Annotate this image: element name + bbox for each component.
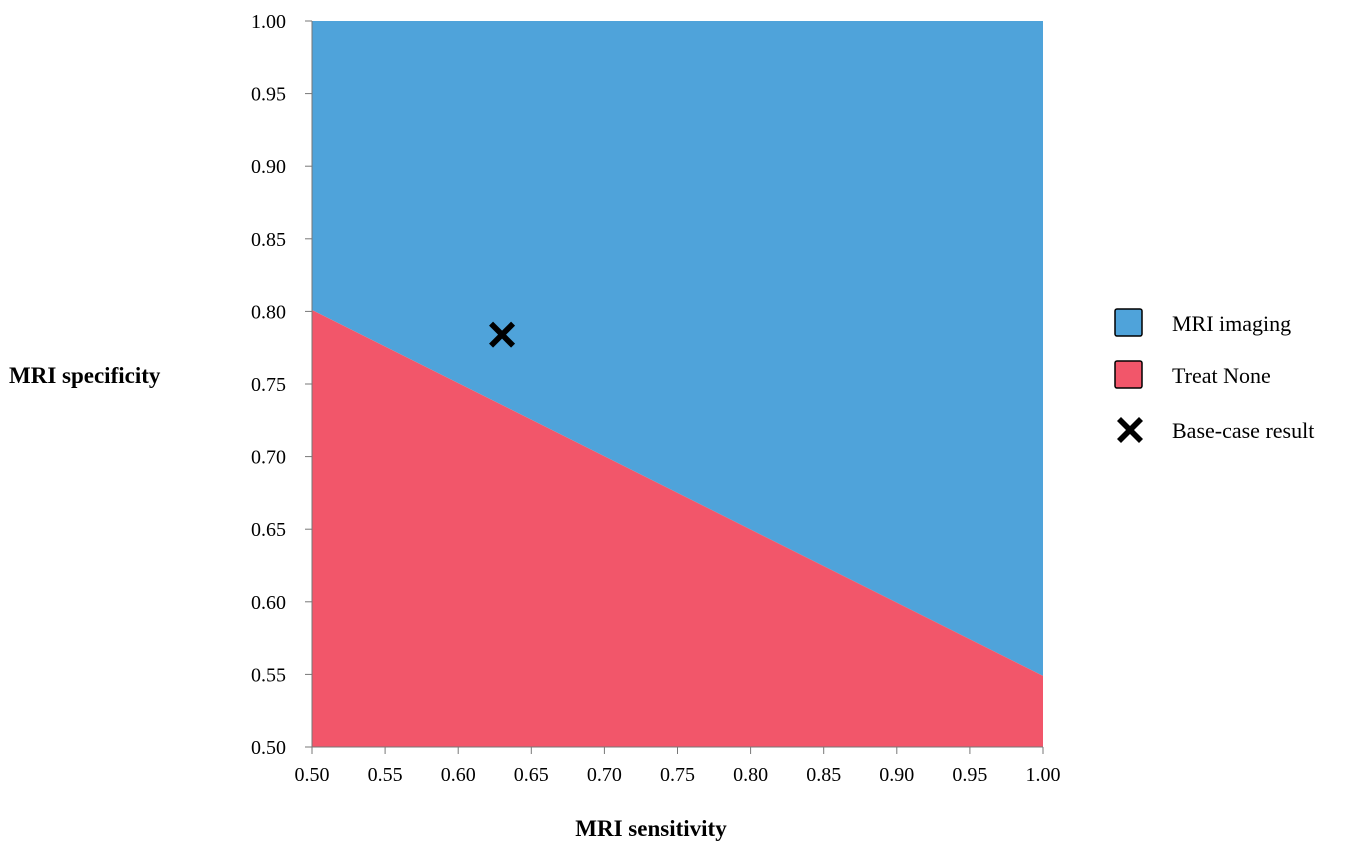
y-tick-label: 0.90 bbox=[251, 156, 286, 178]
region-treat-none bbox=[312, 309, 1043, 747]
axes: 0.50 0.55 0.60 0.65 0.70 0.75 0.80 0.85 0.90 0.95… bbox=[251, 11, 1061, 786]
y-tick-label: 1.00 bbox=[251, 11, 286, 33]
x-tick-label: 0.90 bbox=[879, 764, 914, 786]
x-tick-label: 0.60 bbox=[441, 764, 476, 786]
legend-marker-base-case bbox=[1117, 417, 1143, 443]
x-tick-label: 0.70 bbox=[587, 764, 622, 786]
x-tick-label: 1.00 bbox=[1026, 764, 1061, 786]
legend-label-mri-imaging: MRI imaging bbox=[1172, 311, 1291, 336]
x-tick-label: 0.85 bbox=[806, 764, 841, 786]
base-case-point bbox=[489, 321, 516, 348]
y-tick-label: 0.95 bbox=[251, 84, 286, 106]
x-tick-label: 0.65 bbox=[514, 764, 549, 786]
x-tick-label: 0.50 bbox=[295, 764, 330, 786]
y-axis-title: MRI specificity bbox=[9, 363, 161, 388]
y-tick-label: 0.70 bbox=[251, 447, 286, 469]
x-tick-label: 0.75 bbox=[660, 764, 695, 786]
legend-label-base-case: Base-case result bbox=[1172, 418, 1314, 443]
legend: MRI imaging Treat None Base-case result bbox=[1114, 308, 1314, 443]
x-axis-ticks: 0.50 0.55 0.60 0.65 0.70 0.75 0.80 0.85 0.90 0.95… bbox=[295, 747, 1061, 786]
chart-regions bbox=[312, 21, 1043, 747]
y-axis-ticks: 0.50 0.55 0.60 0.65 0.70 0.75 0.80 0.85 0.90 0.95… bbox=[251, 11, 312, 759]
y-tick-label: 0.80 bbox=[251, 301, 286, 323]
y-tick-label: 0.65 bbox=[251, 519, 286, 541]
legend-label-treat-none: Treat None bbox=[1172, 363, 1271, 388]
x-tick-label: 0.95 bbox=[952, 764, 987, 786]
base-case-marker bbox=[489, 321, 516, 348]
y-tick-label: 0.50 bbox=[251, 737, 286, 759]
y-tick-label: 0.55 bbox=[251, 664, 286, 686]
x-tick-label: 0.80 bbox=[733, 764, 768, 786]
region-mri-imaging bbox=[312, 21, 1043, 676]
y-tick-label: 0.75 bbox=[251, 374, 286, 396]
legend-swatch-mri-imaging bbox=[1114, 308, 1143, 337]
x-axis-title: MRI sensitivity bbox=[575, 816, 727, 841]
y-tick-label: 0.85 bbox=[251, 229, 286, 251]
y-tick-label: 0.60 bbox=[251, 592, 286, 614]
x-tick-label: 0.55 bbox=[368, 764, 403, 786]
legend-swatch-treat-none bbox=[1114, 360, 1143, 389]
